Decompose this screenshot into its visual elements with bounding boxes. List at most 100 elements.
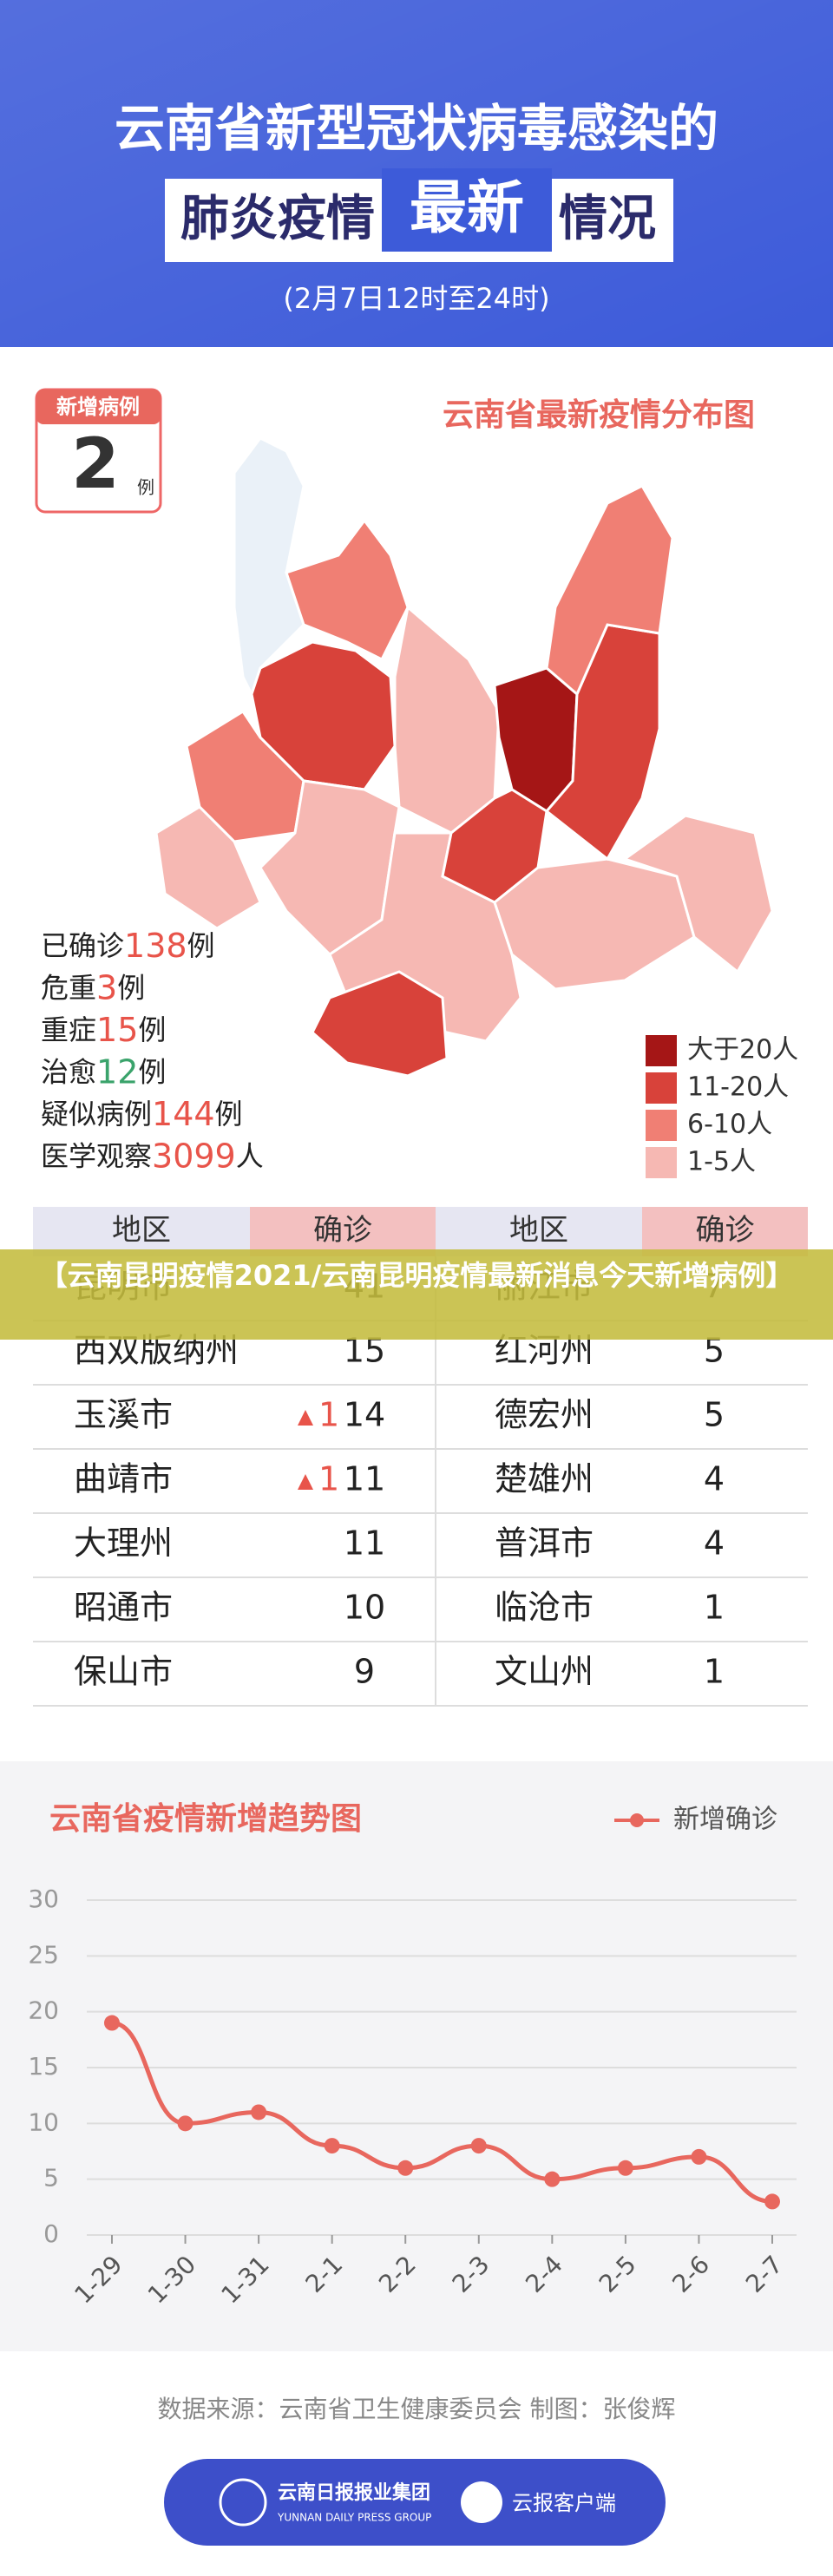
new-cases-label: 新增病例 [56,395,140,419]
table-header-cell [436,1207,642,1256]
stat-label: 疑似病例 [41,1098,152,1131]
title-line2: 肺炎疫情 [180,191,375,247]
table-region: 曲靖市 [74,1460,173,1498]
stat-unit: 例 [138,1056,166,1089]
map-region [154,805,262,930]
chart-bg [0,1761,833,2351]
stat-value: 3 [96,968,117,1006]
stat: 重症15例 [41,1011,166,1049]
legend-swatch [646,1110,677,1141]
y-tick-label: 10 [28,2107,59,2136]
map-region [393,605,501,835]
point [324,2138,340,2154]
table-cases: 4 [704,1524,725,1563]
stat-label: 治愈 [41,1056,96,1089]
subtitle: (2月7日12时至24时) [283,282,549,315]
table-header-cell [250,1207,436,1256]
map-region [311,970,449,1078]
table-header: 确诊 [313,1213,372,1248]
stat: 治愈12例 [41,1052,166,1091]
table-region: 临沧市 [495,1589,594,1627]
legend-swatch [646,1147,677,1178]
stat-unit: 人 [236,1140,264,1173]
table-cases: 11 [344,1460,385,1498]
logo-icon [219,2478,267,2527]
map-legend: 大于20人 11-20人 6-10人 1-5人 [646,1035,798,1178]
line [111,2021,773,2204]
table-cases: 11 [344,1524,385,1563]
legend-label: 6-10人 [687,1110,772,1140]
stat-label: 已确诊 [41,929,124,962]
stat-label: 医学观察 [41,1140,152,1173]
stat-unit: 例 [117,972,145,1005]
point [544,2171,561,2187]
point [691,2148,707,2165]
map-region [493,857,696,991]
footer-pill [164,2459,666,2546]
map-region [545,484,674,697]
map-region [250,640,397,791]
legend-label: 1-5人 [687,1147,756,1177]
point [397,2160,414,2176]
stat-value: 3099 [152,1137,236,1175]
table-region: 大理州 [74,1524,173,1563]
table-region: 普洱市 [495,1524,594,1563]
map [154,436,774,1078]
table-cases: 1 [704,1653,725,1691]
table-cases: 5 [704,1396,725,1434]
map-region [285,518,410,662]
logo-right: 云报客户端 [512,2491,616,2515]
y-tick-label: 0 [43,2219,59,2248]
legend-marker [630,1813,644,1827]
logo-left: 云南日报报业集团 [278,2481,430,2504]
new-cases-unit: 例 [137,477,154,498]
table-region: 德宏州 [495,1396,594,1434]
stat-value: 15 [96,1011,138,1049]
point [104,2015,120,2031]
table-cases: 10 [344,1589,385,1627]
stat-unit: 例 [215,1098,243,1131]
point [251,2104,267,2120]
stat: 已确诊138例 [41,927,215,965]
stat-label: 重症 [41,1013,96,1046]
chart-title: 云南省疫情新增趋势图 [49,1801,362,1837]
table-region: 昭通市 [74,1589,173,1627]
title-highlight: 最新 [410,174,524,241]
table-header: 地区 [112,1213,171,1248]
table-region: 楚雄州 [495,1460,594,1498]
table-region: 文山州 [495,1653,594,1691]
table-increase: 1 [318,1460,339,1498]
table-increase: 1 [318,1396,339,1434]
map-title: 云南省最新疫情分布图 [443,397,755,433]
stat: 危重3例 [41,968,145,1006]
stat-value: 12 [96,1052,138,1091]
legend-swatch [646,1035,677,1066]
stat: 疑似病例144例 [41,1095,243,1133]
point [764,2193,780,2210]
stat-unit: 例 [187,929,215,962]
table-cases: 1 [704,1589,725,1627]
table-cases: 4 [704,1460,725,1498]
new-cases-value: 2 [71,423,120,504]
table-header-cell [33,1207,250,1256]
banner[interactable]: 【云南昆明疫情2021/云南昆明疫情最新消息今天新增病例】 [0,1249,833,1340]
table-region: 玉溪市 [74,1396,173,1434]
stat: 医学观察3099人 [41,1137,264,1175]
new-cases-label-bg [36,390,161,424]
title: 云南省新型冠状病毒感染的 [115,99,718,158]
stat-label: 危重 [41,972,96,1005]
logo-left-en: YUNNAN DAILY PRESS GROUP [277,2512,431,2524]
legend-label: 大于20人 [687,1035,798,1065]
increase-icon [298,1410,313,1426]
y-tick-label: 5 [43,2164,59,2193]
legend-label: 新增确诊 [673,1805,777,1835]
stat-value: 138 [124,927,187,965]
y-tick-label: 15 [28,2052,59,2081]
table-header: 地区 [509,1213,568,1248]
table-cases: 14 [344,1396,385,1434]
table-header-cell [642,1207,808,1256]
y-tick-label: 20 [28,1996,59,2025]
